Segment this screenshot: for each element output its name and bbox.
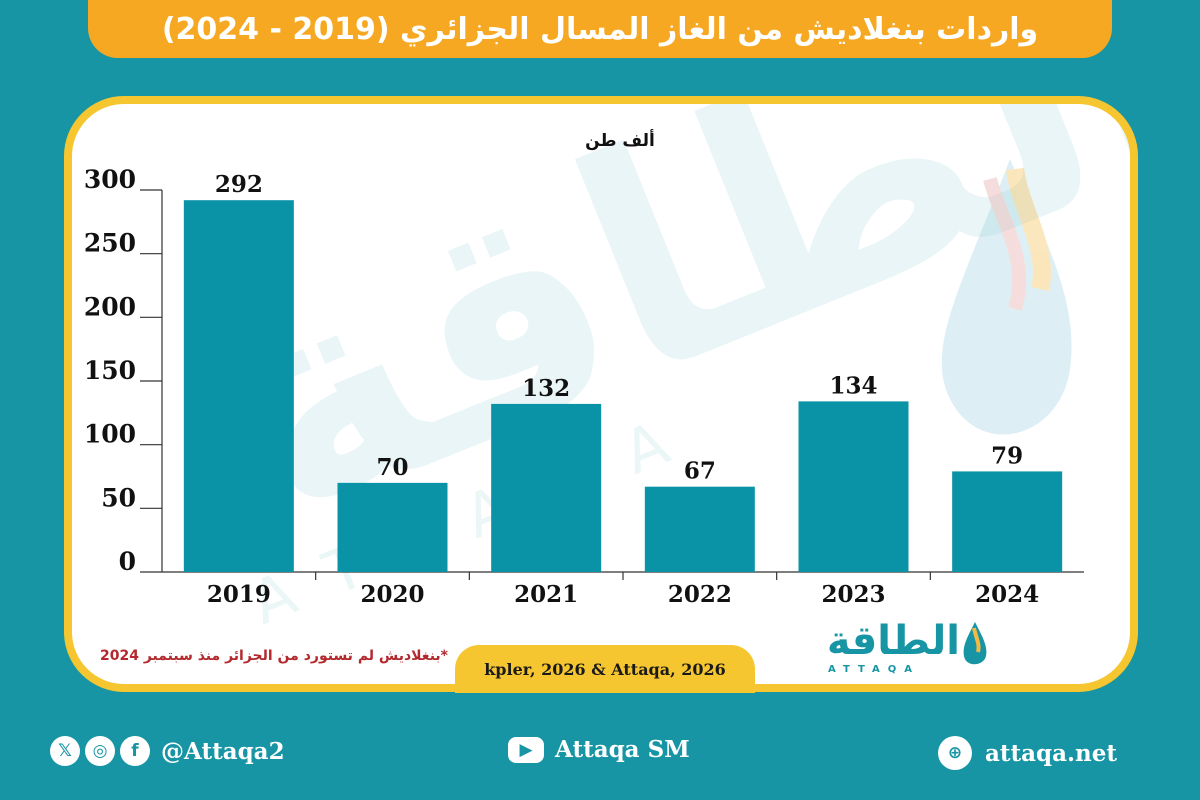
attaqa-logo: الطاقة ATTAQA [810,618,1010,686]
facebook-icon[interactable]: f [120,736,150,766]
y-tick-label: 200 [84,292,136,321]
bar [644,486,755,572]
data-label: 292 [215,171,263,198]
youtube-channel[interactable]: Attaqa SM [555,736,690,763]
data-label: 79 [991,442,1023,469]
bar [183,200,294,572]
footer: 𝕏 ◎ f @Attaqa2 ▶ Attaqa SM ⊕ attaqa.net [0,726,1200,786]
y-tick-label: 100 [84,420,136,449]
data-label: 134 [829,372,877,399]
data-label: 132 [522,375,570,402]
logo-arabic-text: الطاقة [826,618,960,664]
social-links: 𝕏 ◎ f @Attaqa2 [50,736,285,766]
instagram-icon[interactable]: ◎ [85,736,115,766]
bar [798,401,909,572]
social-handle[interactable]: @Attaqa2 [161,737,285,765]
x-icon[interactable]: 𝕏 [50,736,80,766]
website-link: ⊕ attaqa.net [938,736,1117,770]
x-tick-label: 2021 [514,581,578,608]
chart-card: الطاقة ATTAQA ألف طن 0 50 100 150 200 250 300 29… [64,96,1138,692]
bar [491,403,602,572]
title-bar: واردات بنغلاديش من الغاز المسال الجزائري… [88,0,1112,58]
source-text: kpler, 2026 & Attaqa, 2026 [484,659,726,679]
y-tick-label: 50 [101,483,136,512]
unit-label: ألف طن [585,129,655,151]
y-tick-label: 150 [84,356,136,385]
youtube-icon[interactable]: ▶ [508,736,544,763]
data-label: 67 [684,458,716,485]
data-label: 70 [376,454,408,481]
x-tick-label: 2019 [207,581,271,608]
x-tick-label: 2020 [360,581,424,608]
globe-icon[interactable]: ⊕ [938,736,972,770]
bar-chart: ألف طن 0 50 100 150 200 250 300 292 2019 70 2020 132… [84,129,1084,608]
youtube-link: ▶ Attaqa SM [508,736,690,763]
y-tick-label: 300 [84,165,136,194]
bar [337,482,448,572]
website-url[interactable]: attaqa.net [985,739,1118,767]
logo-english-text: ATTAQA [828,664,921,675]
footnote: *بنغلاديش لم تستورد من الجزائر منذ سبتمب… [100,648,448,664]
bar [952,471,1063,572]
page-title: واردات بنغلاديش من الغاز المسال الجزائري… [161,11,1039,47]
y-tick-label: 250 [84,229,136,258]
logo-drop-icon [963,622,987,665]
x-tick-label: 2024 [975,581,1039,608]
x-tick-label: 2023 [821,581,885,608]
x-tick-label: 2022 [668,581,732,608]
y-tick-label: 0 [119,547,136,576]
source-label: kpler, 2026 & Attaqa, 2026 [455,645,755,693]
